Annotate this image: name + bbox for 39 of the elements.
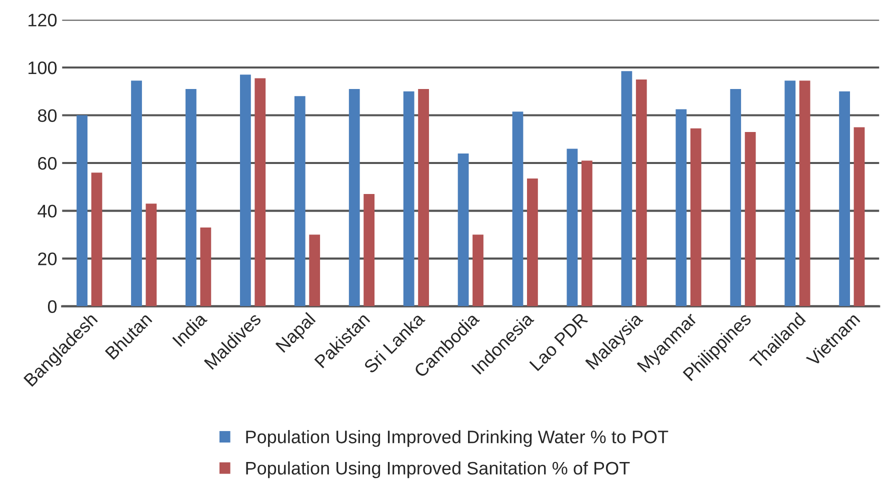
bar (458, 153, 469, 306)
y-tick-label: 20 (38, 252, 57, 266)
bar (581, 160, 592, 306)
bar (527, 178, 538, 306)
bar (744, 132, 756, 306)
bar (146, 204, 157, 306)
bar (621, 71, 632, 306)
bar (91, 172, 102, 306)
bar (200, 227, 212, 306)
bar (348, 89, 360, 306)
bar (636, 79, 647, 306)
bar (854, 127, 865, 306)
y-tick-label: 100 (28, 61, 57, 74)
bar (131, 80, 142, 306)
bar (418, 89, 429, 306)
bar (512, 112, 524, 306)
bar (472, 234, 484, 306)
bar (784, 80, 796, 306)
bar (690, 128, 702, 306)
bar (240, 74, 251, 306)
bar (839, 91, 850, 306)
bar (254, 78, 266, 306)
y-tick-label: 60 (38, 156, 57, 170)
y-tick-label: 0 (48, 300, 57, 313)
bar (294, 96, 306, 306)
bar (403, 91, 414, 306)
bar (76, 115, 88, 306)
bar (364, 194, 375, 306)
legend-label: Population Using Improved Sanitation % of POT (246, 461, 630, 478)
y-tick-label: 80 (38, 109, 57, 122)
y-tick-label: 40 (38, 204, 57, 218)
legend-label: Population Using Improved Drinking Water % to POT (246, 430, 668, 447)
bar (309, 234, 320, 306)
bar (799, 80, 810, 306)
bar (566, 148, 578, 306)
y-tick-label: 120 (28, 14, 57, 26)
bar (676, 109, 687, 306)
bar (730, 89, 742, 306)
bar (186, 89, 196, 306)
